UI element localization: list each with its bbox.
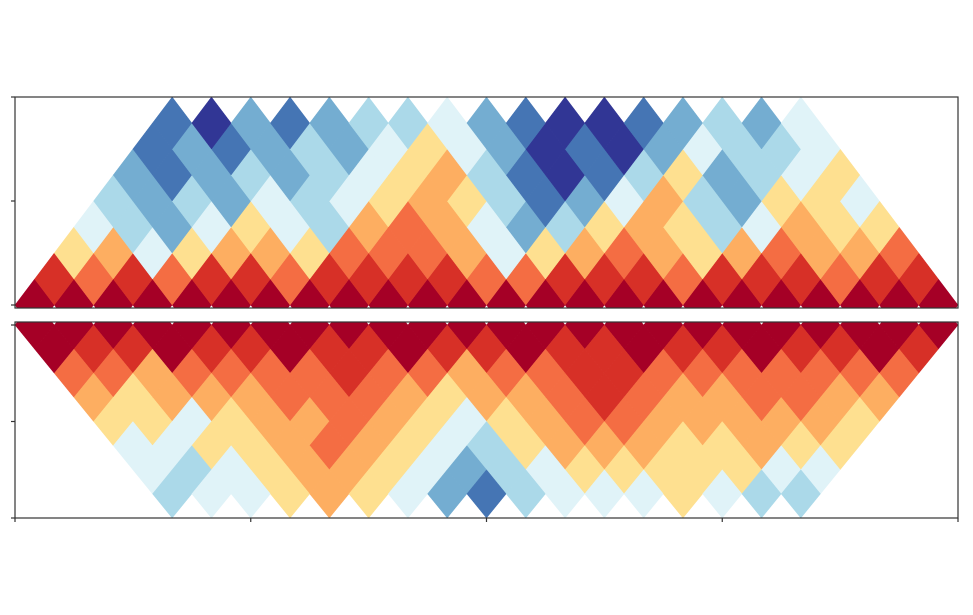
heatmap-panel	[15, 97, 958, 308]
heatmap-panel	[15, 322, 958, 518]
panel-frame	[14, 96, 959, 309]
heatmap-cell	[780, 469, 821, 518]
heatmap-cell	[780, 97, 821, 150]
